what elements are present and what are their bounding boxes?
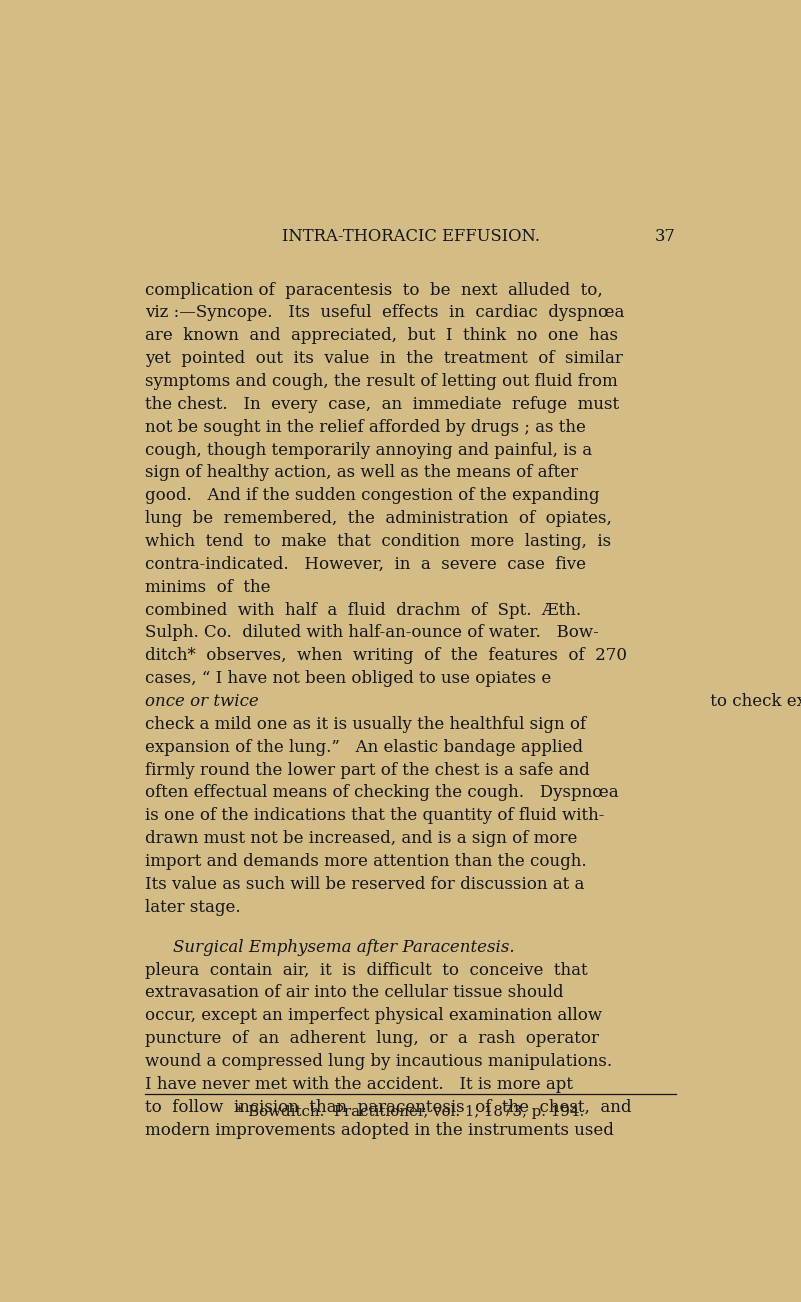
Text: lung  be  remembered,  the  administration  of  opiates,: lung be remembered, the administration o… bbox=[146, 510, 612, 527]
Text: is one of the indications that the quantity of fluid with-: is one of the indications that the quant… bbox=[146, 807, 605, 824]
Text: expansion of the lung.”   An elastic bandage applied: expansion of the lung.” An elastic banda… bbox=[146, 738, 583, 755]
Text: minims  of  the: minims of the bbox=[146, 578, 276, 596]
Text: not be sought in the relief afforded by drugs ; as the: not be sought in the relief afforded by … bbox=[146, 419, 586, 436]
Text: INTRA-THORACIC EFFUSION.: INTRA-THORACIC EFFUSION. bbox=[281, 228, 540, 245]
Text: to check extravagant cough ;  I should never: to check extravagant cough ; I should ne… bbox=[705, 693, 801, 710]
Text: drawn must not be increased, and is a sign of more: drawn must not be increased, and is a si… bbox=[146, 831, 578, 848]
Text: pleura  contain  air,  it  is  difficult  to  conceive  that: pleura contain air, it is difficult to c… bbox=[146, 962, 588, 979]
Text: Sulph. Co.  diluted with half-an-ounce of water.   Bow-: Sulph. Co. diluted with half-an-ounce of… bbox=[146, 625, 599, 642]
Text: the chest.   In  every  case,  an  immediate  refuge  must: the chest. In every case, an immediate r… bbox=[146, 396, 619, 413]
Text: sign of healthy action, as well as the means of after: sign of healthy action, as well as the m… bbox=[146, 465, 578, 482]
Text: occur, except an imperfect physical examination allow: occur, except an imperfect physical exam… bbox=[146, 1008, 602, 1025]
Text: cases, “ I have not been obliged to use opiates e: cases, “ I have not been obliged to use … bbox=[146, 671, 552, 687]
Text: to  follow  incision  than  paracentesis  of  the  chest,  and: to follow incision than paracentesis of … bbox=[146, 1099, 632, 1116]
Text: contra-indicated.   However,  in  a  severe  case  five: contra-indicated. However, in a severe c… bbox=[146, 556, 586, 573]
Text: later stage.: later stage. bbox=[146, 898, 241, 915]
Text: viz :—Syncope.   Its  useful  effects  in  cardiac  dyspnœa: viz :—Syncope. Its useful effects in car… bbox=[146, 305, 625, 322]
Text: wound a compressed lung by incautious manipulations.: wound a compressed lung by incautious ma… bbox=[146, 1053, 613, 1070]
Text: complication of  paracentesis  to  be  next  alluded  to,: complication of paracentesis to be next … bbox=[146, 281, 603, 298]
Text: import and demands more attention than the cough.: import and demands more attention than t… bbox=[146, 853, 587, 870]
Text: Its value as such will be reserved for discussion at a: Its value as such will be reserved for d… bbox=[146, 876, 585, 893]
Text: firmly round the lower part of the chest is a safe and: firmly round the lower part of the chest… bbox=[146, 762, 590, 779]
Text: ditch*  observes,  when  writing  of  the  features  of  270: ditch* observes, when writing of the fea… bbox=[146, 647, 627, 664]
Text: symptoms and cough, the result of letting out fluid from: symptoms and cough, the result of lettin… bbox=[146, 372, 618, 391]
Text: 37: 37 bbox=[655, 228, 675, 245]
Text: which  tend  to  make  that  condition  more  lasting,  is: which tend to make that condition more l… bbox=[146, 533, 612, 549]
Text: good.   And if the sudden congestion of the expanding: good. And if the sudden congestion of th… bbox=[146, 487, 600, 504]
Text: often effectual means of checking the cough.   Dyspnœa: often effectual means of checking the co… bbox=[146, 784, 619, 802]
Text: yet  pointed  out  its  value  in  the  treatment  of  similar: yet pointed out its value in the treatme… bbox=[146, 350, 623, 367]
Text: cough, though temporarily annoying and painful, is a: cough, though temporarily annoying and p… bbox=[146, 441, 593, 458]
Text: once or twice: once or twice bbox=[146, 693, 260, 710]
Text: * Bowditch.  Practitioner, vol. 1, 1873, p. 194.: * Bowditch. Practitioner, vol. 1, 1873, … bbox=[236, 1104, 585, 1118]
Text: I have never met with the accident.   It is more apt: I have never met with the accident. It i… bbox=[146, 1075, 574, 1092]
Text: Surgical Emphysema after Paracentesis.: Surgical Emphysema after Paracentesis. bbox=[173, 939, 515, 956]
Text: extravasation of air into the cellular tissue should: extravasation of air into the cellular t… bbox=[146, 984, 564, 1001]
Text: combined  with  half  a  fluid  drachm  of  Spt.  Æth.: combined with half a fluid drachm of Spt… bbox=[146, 602, 582, 618]
Text: modern improvements adopted in the instruments used: modern improvements adopted in the instr… bbox=[146, 1121, 614, 1138]
Text: check a mild one as it is usually the healthful sign of: check a mild one as it is usually the he… bbox=[146, 716, 586, 733]
Text: puncture  of  an  adherent  lung,  or  a  rash  operator: puncture of an adherent lung, or a rash … bbox=[146, 1030, 599, 1047]
Text: are  known  and  appreciated,  but  I  think  no  one  has: are known and appreciated, but I think n… bbox=[146, 327, 618, 344]
